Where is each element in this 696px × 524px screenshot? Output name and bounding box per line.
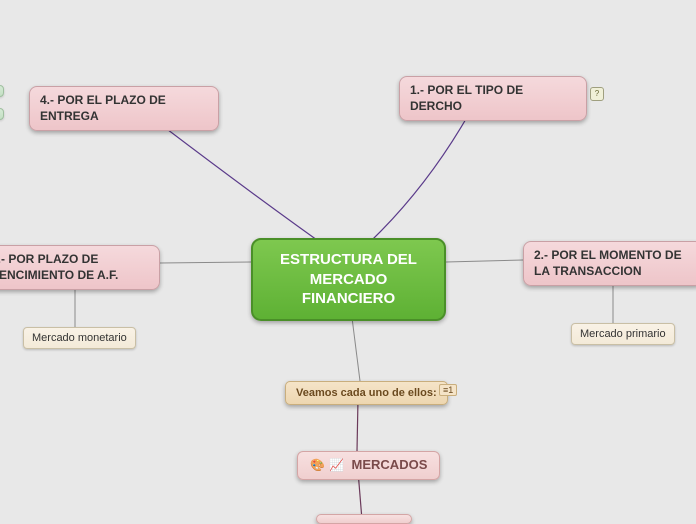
- branch-1-tipo-derecho[interactable]: 1.- POR EL TIPO DE DERCHO: [399, 76, 587, 121]
- note-veamos-label: Veamos cada uno de ellos:: [296, 387, 437, 399]
- list-count-badge: ≡1: [439, 384, 457, 396]
- branch-4-label: 4.- POR EL PLAZO DE ENTREGA: [40, 93, 166, 123]
- node-mercados-label: MERCADOS: [352, 457, 428, 472]
- center-title-line2: MERCADO FINANCIERO: [267, 270, 430, 309]
- center-node[interactable]: ESTRUCTURA DEL MERCADO FINANCIERO: [251, 238, 446, 321]
- note-veamos[interactable]: Veamos cada uno de ellos:: [285, 381, 448, 405]
- branch-1-label: 1.- POR EL TIPO DE DERCHO: [410, 83, 523, 113]
- subnode-mercado-primario[interactable]: Mercado primario: [571, 323, 675, 345]
- branch-4-plazo-entrega[interactable]: 4.- POR EL PLAZO DE ENTREGA: [29, 86, 219, 131]
- branch-2-label: 2.- POR EL MOMENTO DE LA TRANSACCION: [534, 248, 682, 278]
- offscreen-node-fragment-1: [0, 85, 4, 97]
- node-mercados[interactable]: 🎨 📈 MERCADOS: [297, 451, 440, 480]
- help-icon[interactable]: ?: [590, 87, 604, 101]
- palette-icon: 🎨: [310, 458, 325, 472]
- subnode-monetario-label: Mercado monetario: [32, 332, 127, 344]
- subnode-primario-label: Mercado primario: [580, 328, 666, 340]
- branch-2-momento-transaccion[interactable]: 2.- POR EL MOMENTO DE LA TRANSACCION: [523, 241, 696, 286]
- branch-3-plazo-vencimiento[interactable]: 3.- POR PLAZO DE VENCIMIENTO DE A.F.: [0, 245, 160, 290]
- branch-3-label: 3.- POR PLAZO DE VENCIMIENTO DE A.F.: [0, 252, 118, 282]
- offscreen-node-bottom: [316, 514, 412, 524]
- subnode-mercado-monetario[interactable]: Mercado monetario: [23, 327, 136, 349]
- offscreen-node-fragment-2: [0, 108, 4, 120]
- center-title-line1: ESTRUCTURA DEL: [267, 250, 430, 270]
- chart-icon: 📈: [329, 458, 344, 472]
